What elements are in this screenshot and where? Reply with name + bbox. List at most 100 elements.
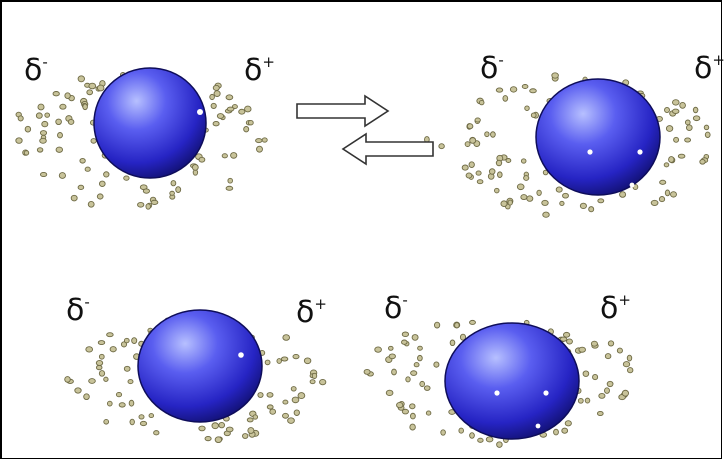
particle-dot xyxy=(244,105,252,113)
particle-dot xyxy=(70,194,78,202)
particle-dot xyxy=(287,417,295,424)
particle-dot xyxy=(621,389,629,397)
particle-dot xyxy=(494,187,500,194)
particle-dot xyxy=(36,147,44,153)
particle-dot xyxy=(127,379,134,385)
particle-dot xyxy=(88,82,97,90)
particle-dot xyxy=(64,376,71,383)
particle-dot xyxy=(616,347,623,354)
particle-dot xyxy=(659,179,667,185)
particle-dot xyxy=(673,136,680,143)
particle-dot xyxy=(280,356,289,362)
particle-dot xyxy=(692,106,699,114)
particle-dot xyxy=(469,432,475,439)
particle-dot xyxy=(425,410,432,416)
particle-dot xyxy=(465,172,473,179)
particle-dot xyxy=(679,102,686,109)
particle-dot xyxy=(106,400,113,407)
particle-dot xyxy=(495,159,503,167)
particle-dot xyxy=(476,179,484,185)
particle-dot xyxy=(175,186,182,193)
particle-dot xyxy=(410,370,418,376)
delta-minus-label-top-right: δ- xyxy=(480,51,504,86)
particle-dot xyxy=(123,365,131,372)
particle-dot xyxy=(542,211,550,218)
delta-plus-label-top-right: δ+ xyxy=(694,51,724,86)
particle-dot xyxy=(551,72,559,79)
svg-text:δ+: δ+ xyxy=(600,291,631,326)
particle-dot xyxy=(97,340,106,346)
particle-dot xyxy=(413,362,420,368)
particle-dot xyxy=(67,118,75,125)
particle-dot xyxy=(303,357,312,365)
particle-dot xyxy=(77,184,85,191)
particle-dot xyxy=(39,130,48,136)
particle-dot xyxy=(401,339,408,345)
svg-text:δ-: δ- xyxy=(480,51,504,86)
particle-dot xyxy=(627,367,634,374)
particle-dot xyxy=(74,387,82,394)
delta-minus-label-bottom-right: δ- xyxy=(384,291,408,326)
particle-dot xyxy=(555,186,563,193)
particle-dot xyxy=(604,387,610,394)
particle-dot xyxy=(520,158,527,164)
particle-dot xyxy=(597,198,605,204)
particle-dot xyxy=(59,103,67,110)
particle-dot xyxy=(423,385,431,391)
particle-dot xyxy=(106,332,114,338)
delta-plus-label-bottom-right: δ+ xyxy=(600,291,631,326)
particle-dot xyxy=(257,392,264,398)
particle-dot xyxy=(123,337,130,344)
particle-dot xyxy=(86,89,94,96)
particle-dot xyxy=(291,396,300,404)
particle-dot xyxy=(385,389,394,397)
particle-dot xyxy=(95,364,103,371)
particle-dot xyxy=(388,345,394,351)
particle-dot xyxy=(500,200,508,207)
particle-dot xyxy=(703,124,710,131)
delta-minus-label-bottom-left: δ- xyxy=(66,293,90,328)
particle-dot xyxy=(650,199,659,206)
particle-dot xyxy=(529,88,537,94)
particle-dot xyxy=(261,137,268,143)
particle-dot xyxy=(496,441,503,448)
particle-dot xyxy=(225,185,234,191)
particle-dot xyxy=(598,392,606,399)
particle-dot xyxy=(57,132,63,139)
particle-dot xyxy=(464,141,471,147)
particle-dot xyxy=(388,353,396,360)
particle-dot xyxy=(495,87,504,93)
particle-dot xyxy=(52,91,60,97)
particle-dot xyxy=(103,376,109,382)
particle-dot xyxy=(109,346,117,353)
particle-dot xyxy=(672,99,680,106)
particle-dot xyxy=(363,368,371,375)
particle-dot xyxy=(138,414,145,420)
particle-dot xyxy=(139,420,148,427)
particle-dot xyxy=(417,354,423,362)
particle-dot xyxy=(213,90,221,97)
particle-dot xyxy=(692,115,701,122)
particle-dot xyxy=(95,360,104,366)
particle-dot xyxy=(145,203,151,210)
particle-dot xyxy=(578,346,586,353)
particle-dot xyxy=(458,427,464,434)
particle-dot xyxy=(214,436,223,444)
particle-dot xyxy=(579,202,587,210)
particle-dot xyxy=(438,143,445,150)
particle-dot xyxy=(169,190,175,196)
particle-dot xyxy=(243,126,250,133)
particle-dot xyxy=(685,124,693,132)
svg-text:δ-: δ- xyxy=(384,291,408,326)
particle-dot xyxy=(668,156,675,163)
particle-dot xyxy=(98,353,105,360)
particle-dot xyxy=(88,378,96,384)
particle-dot xyxy=(87,200,95,208)
particle-dot xyxy=(516,183,525,191)
particle-dot xyxy=(39,171,48,178)
particle-dot xyxy=(559,336,568,342)
particle-dot xyxy=(466,123,474,130)
particle-dot xyxy=(704,131,711,138)
particle-dot xyxy=(626,354,633,362)
